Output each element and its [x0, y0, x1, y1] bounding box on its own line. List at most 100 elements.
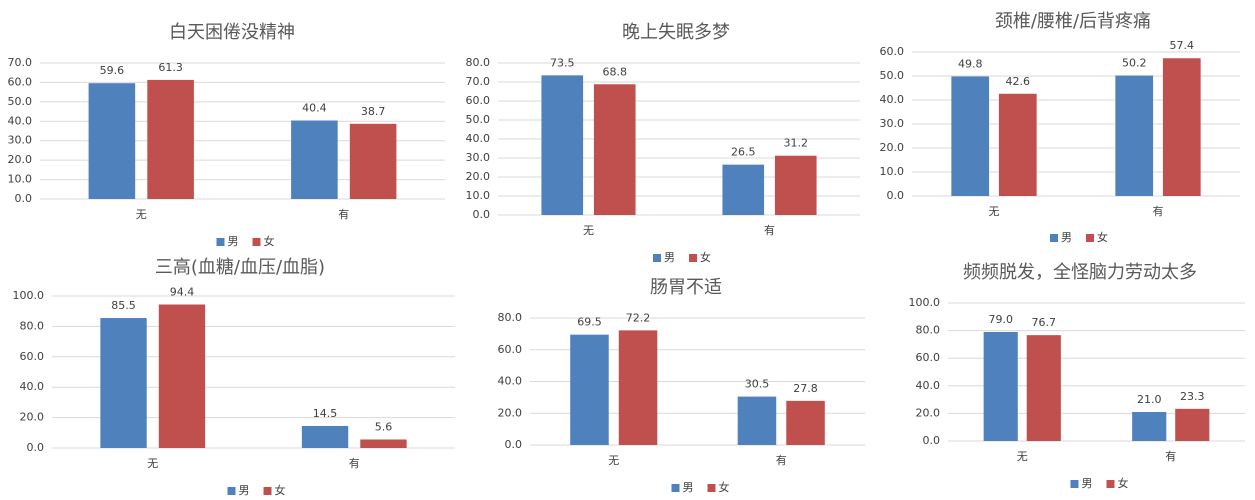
chart-title: 肠胃不适	[650, 277, 722, 298]
bar	[291, 120, 338, 199]
y-tick-label: 0.0	[15, 192, 33, 205]
y-tick-label: 80.0	[498, 311, 523, 324]
y-tick-label: 60.0	[498, 343, 523, 356]
legend-label: 女	[264, 234, 275, 248]
y-tick-label: 0.0	[923, 434, 941, 447]
y-tick-label: 30.0	[8, 134, 33, 147]
bar	[786, 400, 825, 445]
y-tick-label: 60.0	[8, 75, 33, 88]
data-label: 40.4	[302, 102, 327, 115]
legend-swatch	[263, 487, 272, 495]
legend-swatch	[252, 238, 261, 246]
legend-swatch	[1106, 480, 1115, 488]
bar	[88, 83, 136, 199]
data-label: 59.6	[100, 64, 125, 77]
x-tick-label: 有	[338, 207, 349, 221]
y-tick-label: 10.0	[8, 173, 33, 186]
bar	[100, 318, 147, 448]
data-label: 21.0	[1137, 393, 1162, 406]
data-label: 68.8	[602, 65, 627, 78]
data-label: 49.8	[958, 57, 983, 70]
y-tick-label: 40.0	[498, 375, 523, 388]
y-tick-label: 40.0	[916, 379, 941, 392]
legend-label: 男	[228, 235, 239, 248]
y-tick-label: 60.0	[880, 45, 905, 58]
x-tick-label: 有	[764, 223, 775, 237]
x-tick-label: 有	[349, 456, 360, 470]
legend-swatch	[1086, 234, 1094, 242]
y-tick-label: 40.0	[20, 380, 45, 393]
legend-label: 女	[700, 250, 711, 264]
y-tick-label: 20.0	[466, 170, 491, 183]
y-tick-label: 10.0	[466, 189, 491, 202]
y-tick-label: 100.0	[909, 296, 941, 309]
legend-label: 男	[683, 481, 694, 494]
data-label: 61.3	[158, 61, 183, 74]
data-label: 23.3	[1180, 390, 1205, 403]
legend-label: 男	[1082, 477, 1093, 490]
data-label: 30.5	[745, 378, 770, 391]
y-tick-label: 0.0	[473, 208, 491, 221]
legend-label: 女	[1118, 476, 1129, 490]
x-tick-label: 无	[989, 205, 1000, 218]
y-tick-label: 0.0	[27, 441, 45, 454]
y-tick-label: 20.0	[498, 406, 523, 419]
x-tick-label: 无	[608, 454, 619, 467]
bar	[1162, 58, 1201, 196]
x-tick-label: 无	[136, 208, 147, 221]
data-label: 57.4	[1170, 39, 1195, 52]
data-label: 73.5	[550, 56, 575, 69]
y-tick-label: 60.0	[916, 351, 941, 364]
legend-swatch	[653, 254, 661, 262]
data-label: 94.4	[170, 286, 195, 299]
y-tick-label: 20.0	[916, 406, 941, 419]
legend-label: 男	[664, 251, 675, 264]
y-tick-label: 60.0	[20, 350, 45, 363]
y-tick-label: 100.0	[13, 289, 45, 302]
bar	[1026, 335, 1061, 441]
bar	[541, 75, 584, 215]
bar	[570, 334, 609, 445]
bar	[349, 123, 397, 199]
chart-title: 颈椎/腰椎/后背疼痛	[995, 11, 1151, 32]
y-tick-label: 60.0	[466, 94, 491, 107]
legend-swatch	[707, 484, 716, 492]
y-tick-label: 80.0	[20, 319, 45, 332]
x-tick-label: 无	[583, 224, 594, 237]
y-tick-label: 70.0	[466, 75, 491, 88]
y-tick-label: 30.0	[466, 151, 491, 164]
bar	[983, 331, 1018, 441]
bar	[1115, 75, 1154, 196]
y-tick-label: 50.0	[8, 95, 33, 108]
y-tick-label: 70.0	[8, 56, 33, 69]
legend-label: 女	[719, 480, 730, 494]
bar	[1175, 408, 1210, 441]
y-tick-label: 20.0	[20, 411, 45, 424]
x-tick-label: 有	[776, 453, 787, 467]
bar	[301, 425, 349, 448]
data-label: 31.2	[783, 137, 808, 150]
y-tick-label: 50.0	[880, 69, 905, 82]
bar	[951, 76, 990, 196]
legend-swatch	[1050, 234, 1058, 242]
y-tick-label: 40.0	[8, 114, 33, 127]
y-tick-label: 80.0	[916, 324, 941, 337]
bar	[1132, 412, 1167, 441]
legend-swatch	[1070, 480, 1079, 488]
chart-title: 频频脱发，全怪脑力劳动太多	[963, 262, 1197, 283]
legend-label: 女	[1097, 230, 1108, 244]
legend-swatch	[671, 484, 680, 492]
data-label: 69.5	[577, 316, 602, 329]
y-tick-label: 10.0	[880, 165, 905, 178]
legend-swatch	[227, 487, 236, 495]
y-tick-label: 0.0	[505, 438, 523, 451]
data-label: 27.8	[793, 382, 818, 395]
legend-label: 男	[239, 484, 250, 497]
chart-title: 三高(血糖/血压/血脂)	[155, 257, 325, 278]
chart-title: 白天困倦没精神	[169, 22, 295, 43]
data-label: 5.6	[375, 420, 393, 433]
data-label: 79.0	[988, 313, 1013, 326]
chart-title: 晚上失眠多梦	[622, 22, 730, 43]
